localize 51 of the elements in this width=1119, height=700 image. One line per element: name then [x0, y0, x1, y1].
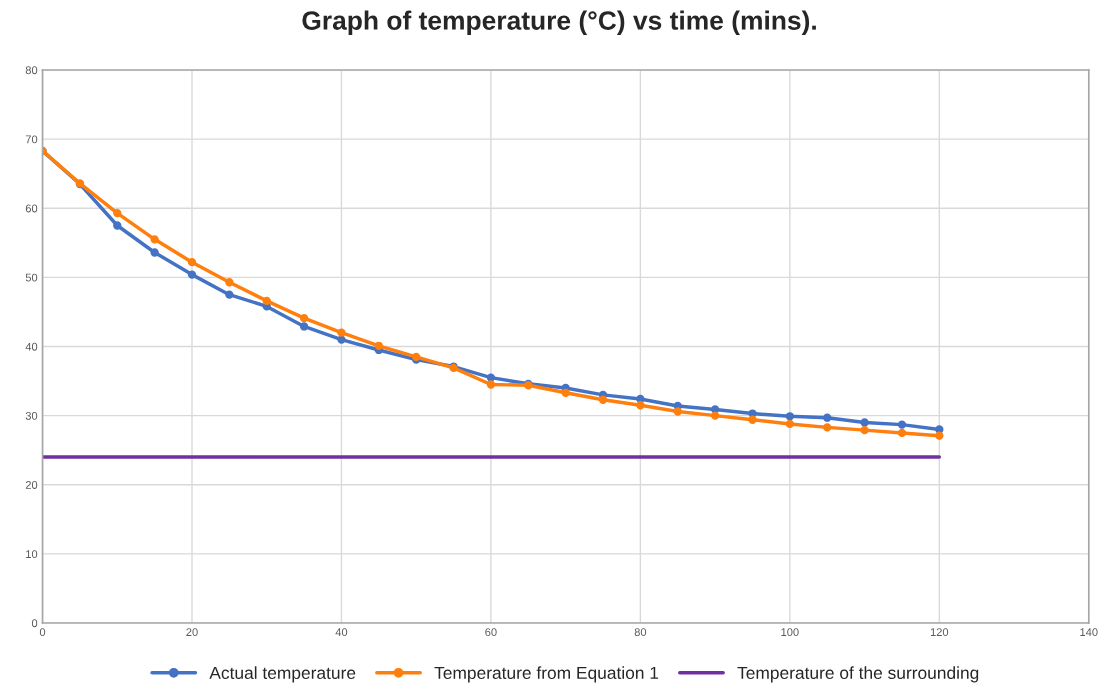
- y-tick-label: 40: [25, 342, 38, 351]
- y-tick-label: 50: [25, 273, 38, 282]
- point: [299, 322, 309, 331]
- point: [785, 412, 795, 421]
- point: [150, 235, 159, 244]
- point: [187, 270, 197, 279]
- point: [299, 313, 309, 323]
- y-tick-label: 0: [31, 619, 38, 628]
- point: [785, 419, 795, 429]
- legend-label: Actual temperature: [209, 666, 356, 683]
- legend-label: Temperature of the surrounding: [737, 666, 979, 683]
- legend-label: Temperature from Equation 1: [434, 666, 659, 683]
- point: [561, 388, 570, 397]
- point: [187, 258, 197, 267]
- x-tick-label: 20: [186, 628, 198, 637]
- point: [225, 278, 234, 287]
- point: [823, 413, 832, 422]
- point: [748, 415, 757, 424]
- x-tick-label: 100: [781, 628, 799, 637]
- x-tick-label: 60: [485, 628, 497, 637]
- point: [598, 395, 608, 404]
- point: [897, 428, 907, 438]
- x-tick-label: 120: [930, 628, 949, 637]
- chart-title: Graph of temperature (°C) vs time (mins).: [302, 10, 816, 36]
- point: [150, 248, 159, 257]
- point: [374, 341, 383, 350]
- point: [823, 423, 832, 432]
- x-tick-label: 0: [39, 628, 46, 637]
- x-tick-label: 80: [634, 628, 647, 637]
- y-tick-label: 60: [25, 204, 38, 213]
- point: [486, 380, 496, 389]
- point: [225, 290, 234, 299]
- point: [337, 335, 346, 344]
- y-tick-label: 70: [25, 135, 38, 144]
- point: [935, 431, 944, 440]
- x-tick-label: 40: [335, 628, 348, 637]
- point: [337, 328, 346, 337]
- point: [113, 208, 122, 218]
- y-tick-label: 10: [26, 550, 38, 559]
- point: [897, 420, 907, 429]
- y-tick-label: 20: [25, 481, 38, 489]
- point: [636, 401, 645, 410]
- x-tick-label: 140: [1080, 628, 1098, 637]
- point: [860, 418, 869, 427]
- point: [673, 407, 682, 416]
- y-tick-label: 30: [25, 411, 38, 420]
- point: [710, 411, 720, 420]
- y-tick-label: 80: [25, 66, 38, 75]
- point: [860, 425, 869, 435]
- point: [262, 296, 271, 306]
- point: [113, 221, 122, 230]
